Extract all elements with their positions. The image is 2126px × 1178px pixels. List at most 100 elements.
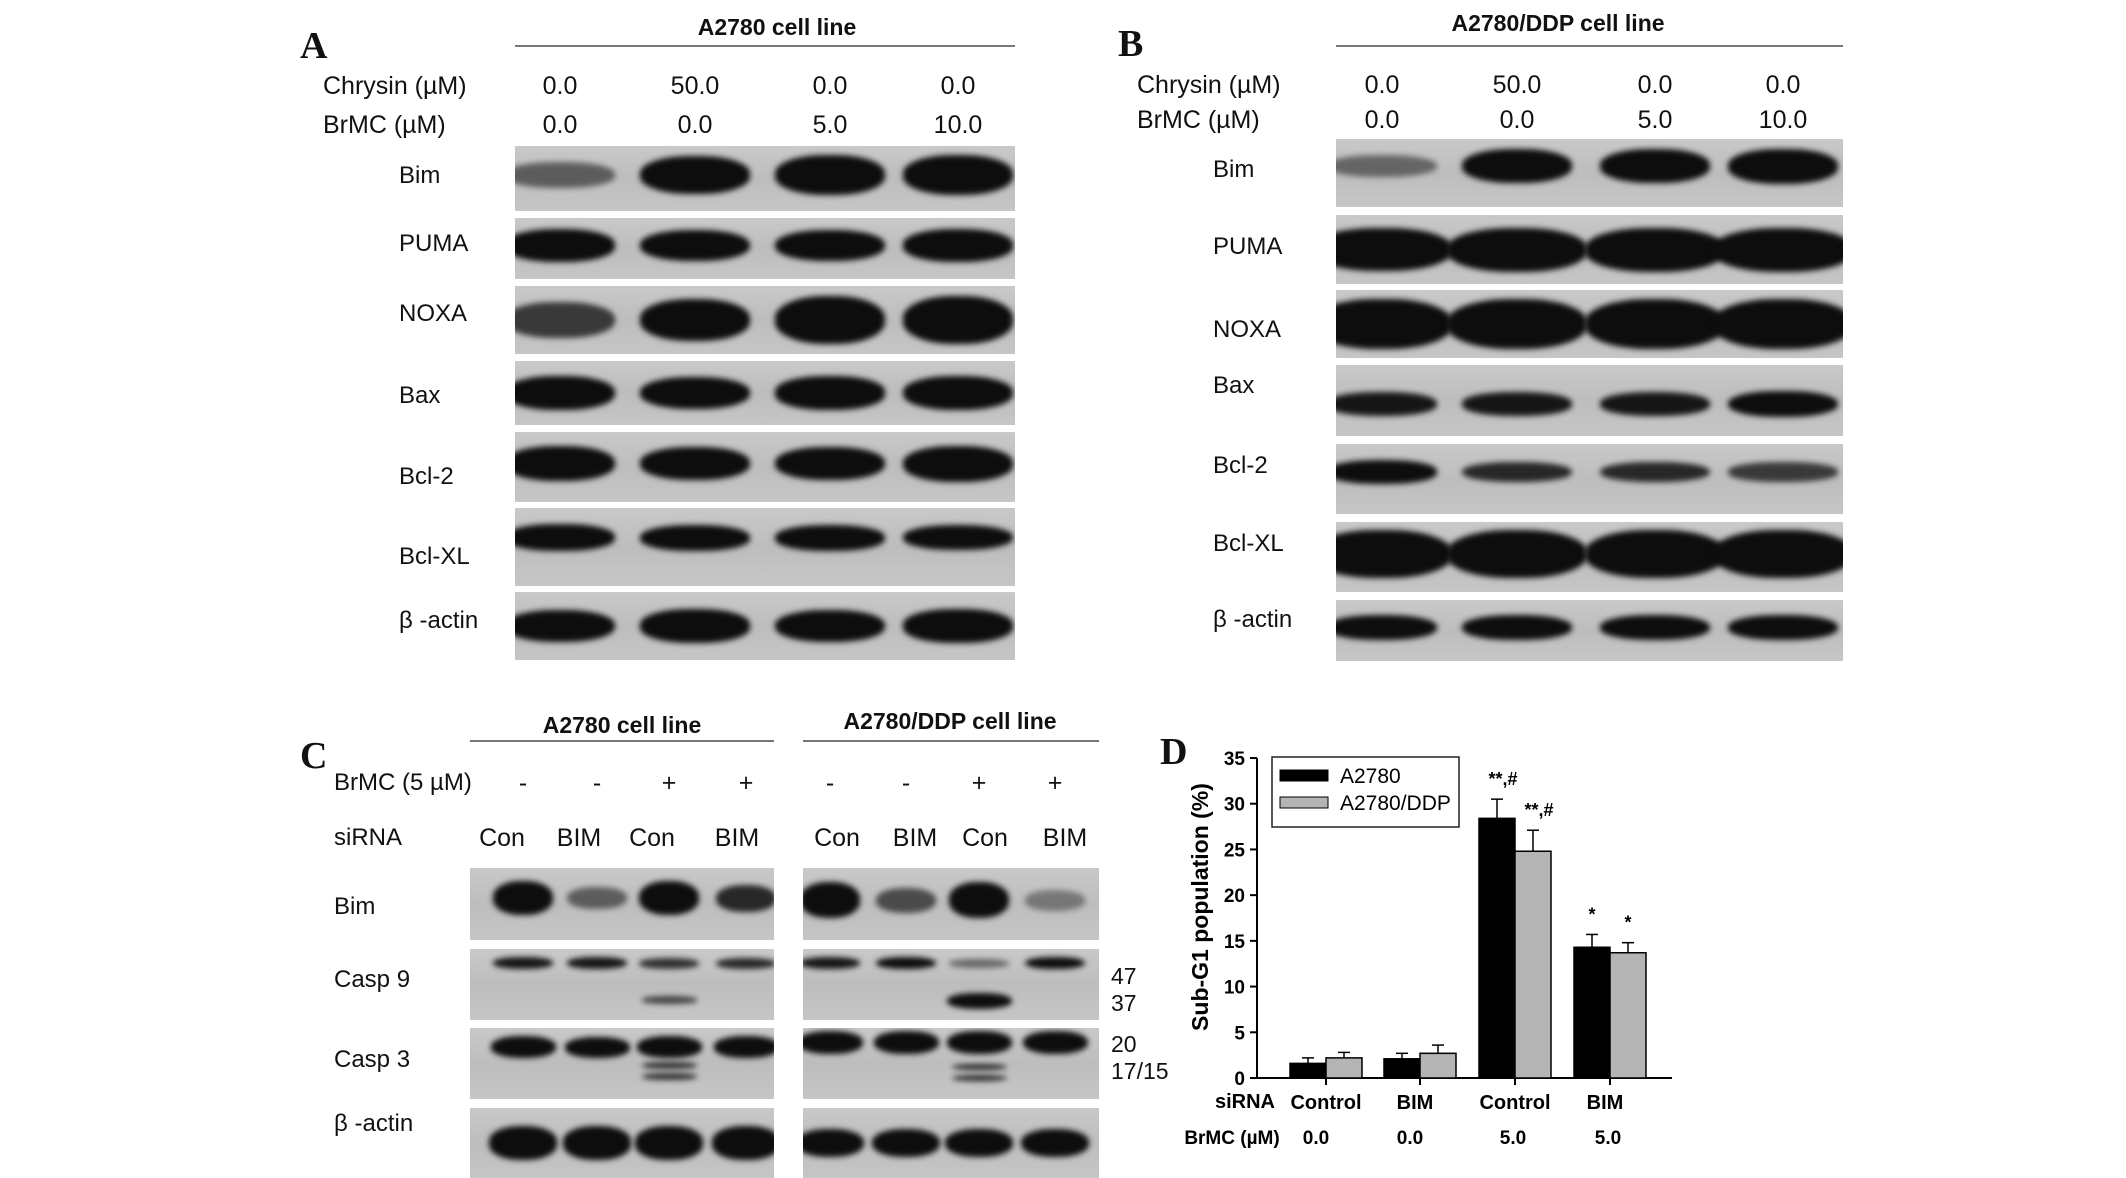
band	[803, 957, 860, 970]
y-tick-label: 30	[1224, 795, 1245, 816]
panel-c-mw-marker: 17/15	[1111, 1058, 1169, 1084]
band	[1462, 461, 1572, 483]
panel-a-brmc-value: 0.0	[542, 111, 578, 139]
band	[716, 884, 774, 912]
panel-c-blot-left-1	[470, 949, 774, 1020]
band	[641, 1072, 697, 1080]
panel-c-blot-right-3	[803, 1108, 1099, 1178]
band	[716, 957, 774, 969]
band	[1585, 529, 1725, 578]
panel-c-title-left-rule	[470, 740, 774, 742]
bar-a2780ddp	[1419, 1052, 1457, 1079]
panel-a-chrysin-value: 0.0	[542, 72, 578, 100]
band	[564, 1036, 630, 1058]
band	[1336, 299, 1452, 349]
panel-d-label: D	[1160, 731, 1188, 773]
bar-a2780ddp	[1325, 1057, 1363, 1079]
panel-a-protein-label: Bax	[399, 382, 441, 409]
panel-b-blot-5	[1336, 522, 1843, 592]
bar-a2780	[1289, 1062, 1327, 1079]
band	[1600, 149, 1710, 184]
band	[515, 445, 615, 482]
brmc-value: 5.0	[1500, 1128, 1526, 1149]
panel-b-chrysin-value: 50.0	[1492, 71, 1542, 99]
panel-c-mw-marker: 37	[1111, 990, 1137, 1016]
band	[775, 609, 885, 643]
band	[515, 376, 615, 410]
band	[1336, 460, 1437, 484]
band	[945, 1128, 1013, 1158]
panel-b-brmc-value: 0.0	[1499, 106, 1535, 134]
panel-a-blot-0	[515, 146, 1015, 211]
bar-a2780	[1383, 1058, 1421, 1079]
band	[1600, 392, 1710, 416]
panel-b-brmc-label: BrMC (µM)	[1137, 106, 1260, 134]
brmc-label: BrMC (µM)	[1184, 1128, 1279, 1149]
band	[639, 957, 699, 969]
band	[1728, 462, 1838, 482]
panel-a-protein-label: PUMA	[399, 230, 469, 257]
x-category-label: BIM	[1587, 1092, 1624, 1114]
band	[949, 958, 1009, 968]
panel-c-brmc-sign: -	[901, 769, 911, 797]
band	[640, 299, 750, 341]
panel-c-title-right-rule	[803, 740, 1099, 742]
legend-swatch	[1279, 769, 1329, 782]
band	[903, 609, 1013, 643]
panel-c-label: C	[300, 735, 328, 777]
band	[515, 609, 615, 643]
band	[493, 881, 553, 916]
panel-c-sirna-value: Con	[814, 824, 860, 852]
panel-a-brmc-label: BrMC (µM)	[323, 111, 446, 139]
band	[490, 1036, 556, 1058]
panel-a-blot-6	[515, 592, 1015, 660]
significance-annotation: **,#	[1488, 769, 1517, 789]
y-tick-label: 5	[1234, 1023, 1245, 1044]
band	[873, 1030, 939, 1054]
band	[640, 446, 750, 481]
band	[775, 524, 885, 551]
panel-c-protein-label: β -actin	[334, 1110, 414, 1137]
panel-a-protein-label: NOXA	[399, 300, 468, 327]
panel-c-mw-marker: 20	[1111, 1031, 1137, 1057]
panel-c-blot-left-3	[470, 1108, 774, 1178]
panel-c-sirna-label: siRNA	[334, 824, 403, 851]
band	[640, 609, 750, 643]
x-category-label: BIM	[1397, 1092, 1434, 1114]
panel-b-protein-label: PUMA	[1213, 233, 1283, 260]
band	[1600, 461, 1710, 483]
band	[872, 1128, 940, 1158]
y-tick-label: 0	[1234, 1069, 1245, 1090]
panel-c-sirna-value: BIM	[1042, 824, 1088, 852]
band	[515, 302, 615, 338]
panel-b-protein-label: β -actin	[1213, 606, 1293, 633]
band	[567, 887, 627, 910]
panel-c-protein-label: Casp 9	[334, 966, 411, 993]
panel-b-protein-label: Bcl-XL	[1213, 530, 1284, 557]
bar-a2780ddp	[1609, 951, 1647, 1079]
band	[1021, 1128, 1089, 1158]
panel-c-brmc-sign: +	[738, 769, 754, 797]
panel-c-sirna-value: Con	[629, 824, 675, 852]
band	[1713, 299, 1843, 349]
panel-c-blot-right-2	[803, 1028, 1099, 1099]
panel-a-chrysin-value: 0.0	[940, 72, 976, 100]
band	[903, 296, 1013, 344]
panel-a-blot-3	[515, 361, 1015, 425]
panel-a-blot-4	[515, 432, 1015, 502]
band	[876, 887, 936, 913]
band	[1600, 614, 1710, 641]
panel-a-chrysin-label: Chrysin (µM)	[323, 72, 467, 100]
band	[1447, 299, 1587, 349]
panel-a-protein-label: Bcl-XL	[399, 543, 470, 570]
panel-a-blot-1	[515, 218, 1015, 279]
band	[876, 957, 936, 970]
x-category-label: Control	[1479, 1092, 1550, 1114]
panel-c-title-left: A2780 cell line	[542, 712, 702, 738]
panel-a-protein-label: β -actin	[399, 607, 479, 634]
panel-c-title-right: A2780/DDP cell line	[843, 708, 1057, 734]
legend-box	[1271, 756, 1460, 828]
significance-annotation: *	[1624, 913, 1631, 933]
band	[903, 376, 1013, 410]
